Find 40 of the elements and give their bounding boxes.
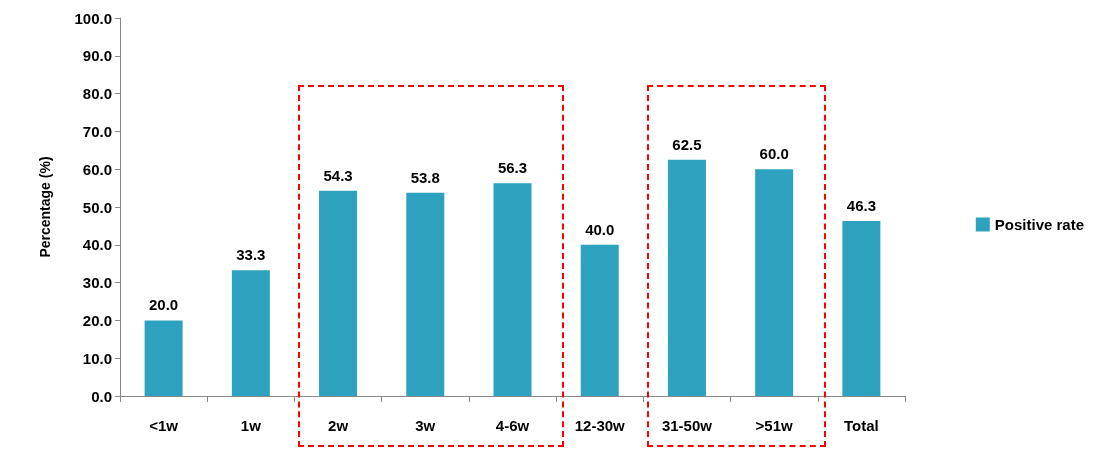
y-tick-label: 90.0 (82, 47, 112, 65)
y-tick-label: 20.0 (82, 311, 112, 329)
x-tick-label: 4-6w (495, 417, 530, 434)
bar (406, 192, 445, 396)
y-tick-label: 0.0 (91, 387, 112, 405)
y-tick-label: 30.0 (82, 274, 112, 292)
x-tick-label: <1w (149, 417, 179, 434)
text: 60.0 (759, 145, 789, 163)
y-tick-label: 40.0 (82, 236, 112, 254)
text: 46.3 (846, 196, 876, 214)
bar (319, 190, 358, 396)
x-tick-label: 1w (240, 417, 262, 434)
y-tick-label: 60.0 (82, 160, 112, 178)
bar (144, 320, 183, 396)
x-tick-label: Total (844, 417, 879, 434)
y-tick-label: 10.0 (82, 349, 112, 367)
x-tick-label: 31-50w (661, 417, 713, 434)
text: 33.3 (236, 246, 266, 264)
x-tick-label: 2w (328, 417, 349, 434)
text: 53.8 (410, 168, 440, 186)
bar (842, 220, 881, 396)
y-tick-label: 100.0 (74, 9, 112, 27)
bar (667, 159, 706, 396)
y-axis-title: Percentage (%) (37, 156, 53, 258)
y-tick-label: 50.0 (82, 198, 112, 216)
text: 40.0 (585, 220, 615, 238)
x-tick-label: 3w (415, 417, 436, 434)
legend-label: Positive rate (994, 216, 1085, 233)
bar (755, 169, 794, 396)
x-tick-label: >51w (755, 417, 794, 434)
bar (231, 270, 270, 396)
y-tick-label: 70.0 (82, 122, 112, 140)
y-tick-label: 80.0 (82, 85, 112, 103)
x-tick-label: 12-30w (574, 417, 626, 434)
text: 62.5 (672, 135, 702, 153)
bar (493, 183, 532, 396)
text: 56.3 (497, 159, 528, 177)
bar (580, 244, 619, 396)
text: 54.3 (323, 166, 353, 184)
text: 20.0 (149, 296, 179, 314)
